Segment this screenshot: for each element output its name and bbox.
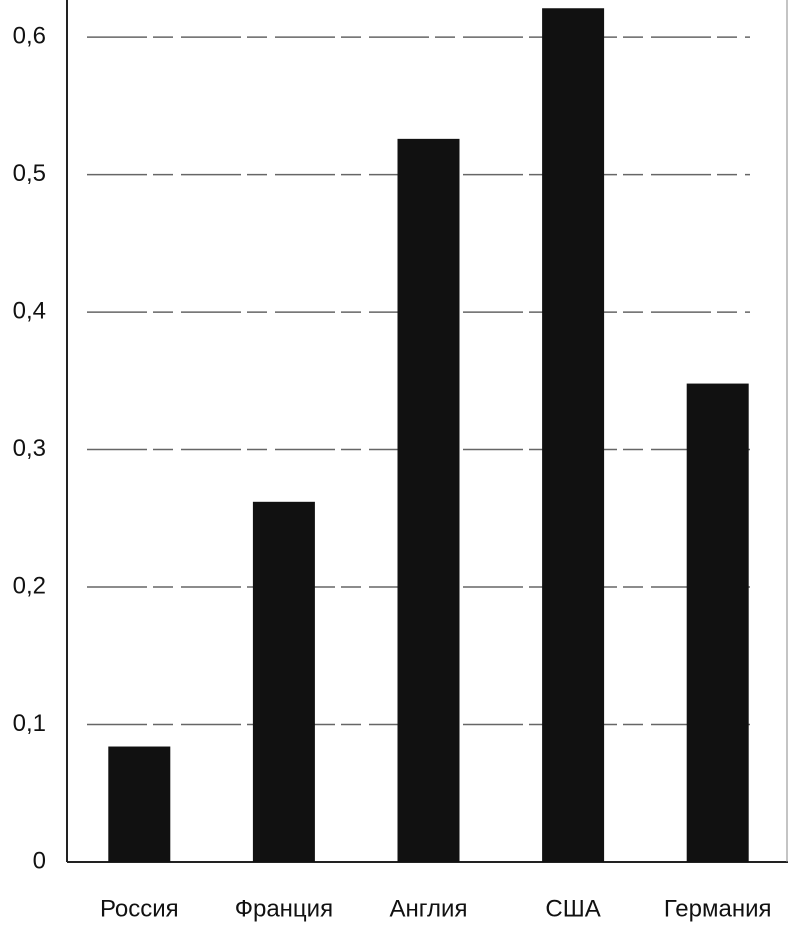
y-tick-label: 0,5: [13, 160, 46, 187]
y-tick-label: 0,2: [13, 572, 46, 599]
bar: [686, 383, 749, 862]
bar: [108, 746, 171, 862]
x-tick-label: Германия: [664, 895, 772, 922]
bar: [542, 8, 605, 863]
x-tick-label: США: [545, 895, 600, 922]
bar: [397, 138, 460, 862]
y-tick-label: 0,1: [13, 710, 46, 737]
y-tick-label: 0: [33, 847, 46, 874]
bar: [252, 501, 315, 862]
x-tick-label: Англия: [390, 895, 468, 922]
y-tick-label: 0,6: [13, 22, 46, 49]
y-tick-label: 0,3: [13, 435, 46, 462]
x-tick-label: Россия: [100, 895, 179, 922]
y-tick-label: 0,4: [13, 297, 46, 324]
x-tick-label: Франция: [235, 895, 333, 922]
